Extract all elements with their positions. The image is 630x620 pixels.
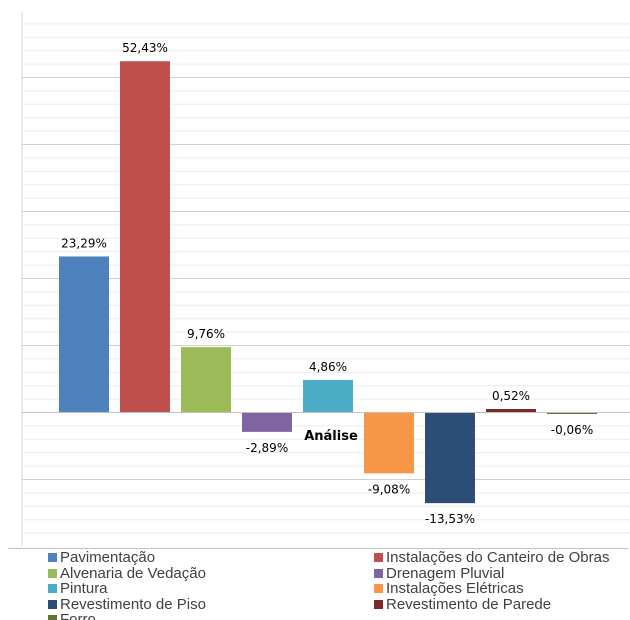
gridlines (21, 12, 630, 546)
legend-label: Alvenaria de Vedação (60, 564, 206, 582)
legend-label: Forro (60, 611, 96, 620)
legend-item: Revestimento de Parede (374, 595, 628, 613)
bar-chart: 23,29% 52,43% 9,76% -2,89% 4,86% -9,08% -13,53… (21, 12, 630, 546)
data-label: 23,29% (61, 236, 107, 250)
bar (364, 412, 414, 474)
bar (486, 409, 536, 413)
legend-item: Drenagem Pluvial (374, 564, 628, 582)
legend-label: Pintura (60, 580, 108, 598)
legend-swatch (48, 599, 57, 609)
legend-label: Instalações Elétricas (386, 580, 524, 598)
data-label: -0,06% (551, 423, 593, 437)
bars (59, 61, 597, 504)
bar (303, 379, 353, 413)
legend-item: Revestimento de Piso (48, 595, 374, 613)
bar (547, 412, 597, 414)
legend-swatch (48, 553, 57, 563)
legend-swatch (48, 568, 57, 578)
x-axis-label: Análise (304, 429, 358, 444)
legend-label: Drenagem Pluvial (386, 564, 505, 582)
legend-item: Forro (48, 611, 374, 620)
legend-item: Pavimentação (48, 549, 374, 567)
legend-swatch (374, 568, 383, 578)
data-labels: 23,29% 52,43% 9,76% -2,89% 4,86% -9,08% -13,53… (61, 41, 593, 526)
legend-swatch (48, 584, 57, 594)
legend-item: Alvenaria de Vedação (48, 564, 374, 582)
bar (120, 61, 170, 413)
legend-label: Revestimento de Parede (386, 595, 552, 613)
legend-item: Pintura (48, 580, 374, 598)
legend-label: Instalações do Canteiro de Obras (386, 549, 610, 567)
data-label: 0,52% (492, 389, 530, 403)
legend-item: Instalações Elétricas (374, 580, 628, 598)
legend-swatch (374, 553, 383, 563)
data-label: -13,53% (425, 512, 475, 526)
bar (59, 256, 109, 413)
legend-grid: Pavimentação Instalações do Canteiro de O… (8, 549, 628, 620)
legend-item: Instalações do Canteiro de Obras (374, 549, 628, 567)
data-label: -9,08% (368, 482, 410, 496)
legend-swatch (48, 615, 57, 620)
data-label: -2,89% (246, 441, 288, 455)
data-label: 4,86% (309, 360, 347, 374)
legend-swatch (374, 584, 383, 594)
data-label: 52,43% (122, 41, 168, 55)
data-label: 9,76% (187, 327, 225, 341)
legend-label: Pavimentação (60, 549, 156, 567)
bar (181, 347, 231, 413)
bar (242, 412, 292, 432)
legend-swatch (374, 599, 383, 609)
legend: Pavimentação Instalações do Canteiro de O… (8, 548, 628, 620)
bar (425, 412, 475, 504)
legend-label: Revestimento de Piso (60, 595, 206, 613)
